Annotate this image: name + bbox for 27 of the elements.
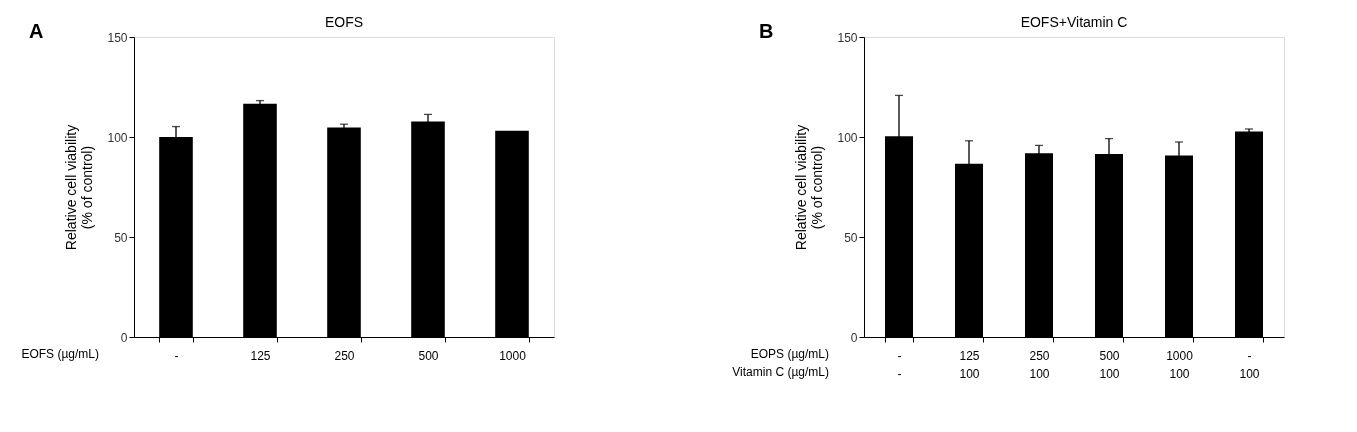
y-tick-label: 50 [844, 230, 858, 245]
chart-title: EOFS+Vitamin C [1020, 14, 1128, 30]
x-axis-title: EOPS (µg/mL) Vitamin C (µg/mL) [732, 347, 829, 379]
x-tick-label: 125 100 [959, 348, 980, 381]
y-tick-label: 0 [850, 330, 858, 345]
y-tick-label: 100 [837, 130, 858, 145]
x-tick-label: 500 100 [1099, 348, 1120, 381]
x-tick-label: - [174, 348, 179, 363]
y-tick-label: 50 [114, 230, 128, 245]
x-tick-label: 250 100 [1029, 348, 1050, 381]
x-tick-label: - 100 [1239, 348, 1260, 381]
x-tick-label: 500 [418, 348, 439, 363]
x-tick-label: 250 [334, 348, 355, 363]
y-tick-label: 150 [837, 30, 858, 45]
x-axis-title: EOFS (µg/mL) [21, 347, 99, 361]
x-tick-label: 1000 [499, 348, 527, 363]
y-tick-label: 100 [107, 130, 128, 145]
y-axis-title: Relative cell viability (% of control) [63, 124, 96, 251]
x-tick-label: - - [897, 348, 902, 381]
y-tick-label: 0 [120, 330, 128, 345]
chart-title: EOFS [324, 14, 364, 30]
y-tick-label: 150 [107, 30, 128, 45]
text: B [759, 20, 774, 42]
x-tick-label: 1000 100 [1166, 348, 1194, 381]
x-tick-label: 125 [250, 348, 271, 363]
y-axis-title: Relative cell viability (% of control) [793, 124, 826, 251]
text: A [29, 20, 44, 42]
